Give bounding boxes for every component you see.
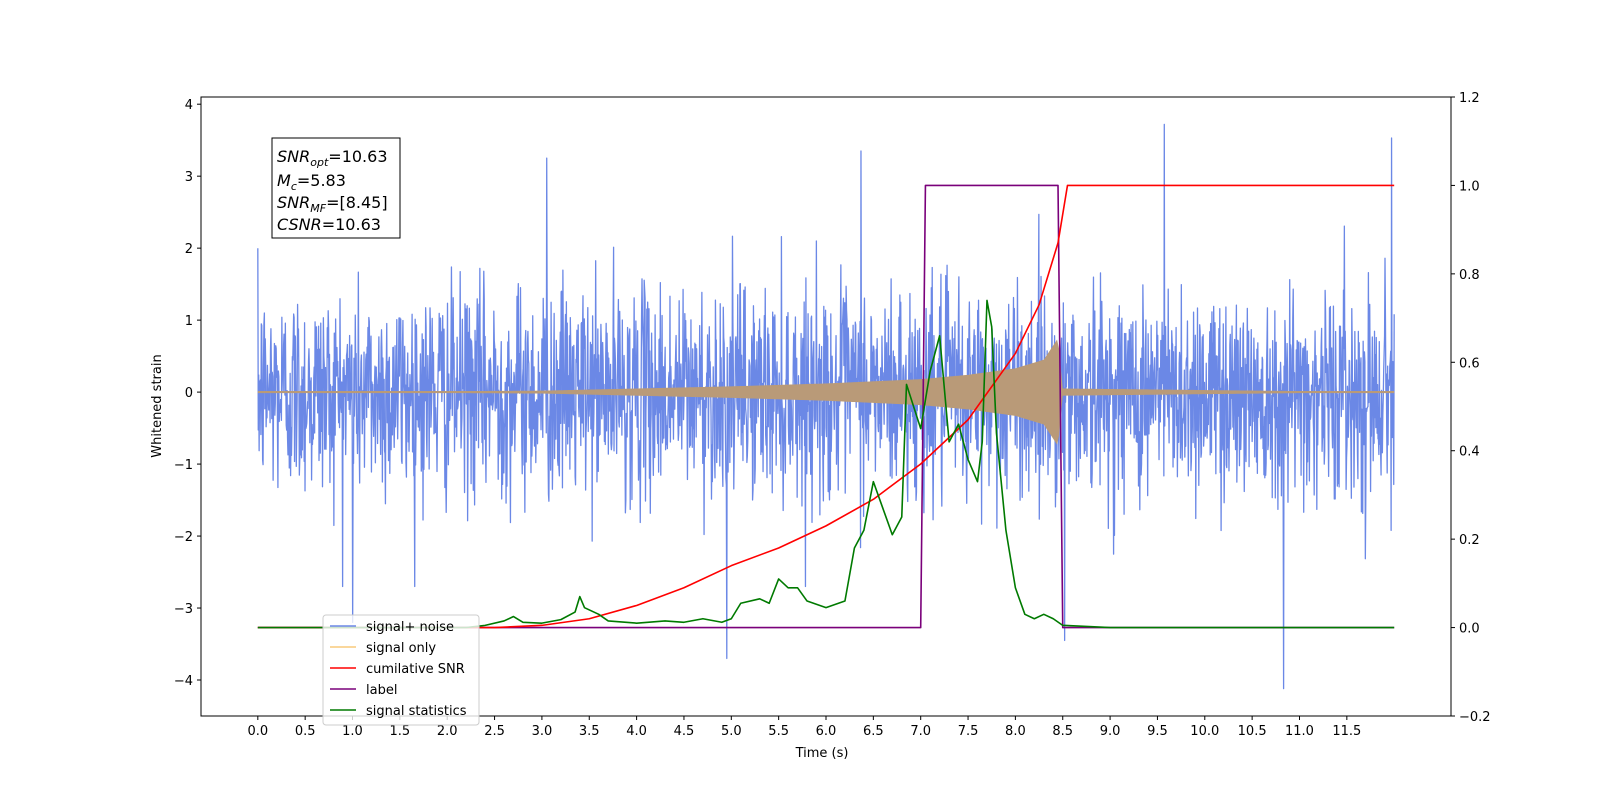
y-tick-label: 1 (185, 314, 193, 329)
y-axis-right: −0.2 0.0 0.2 0.4 0.6 0.8 1.0 1.2 (1451, 91, 1491, 725)
y2-tick-label: 0.6 (1459, 356, 1480, 371)
y-tick-label: −1 (174, 458, 193, 473)
y-tick-label: 0 (185, 386, 193, 401)
x-tick-label: 4.0 (626, 724, 647, 739)
x-tick-label: 10.5 (1238, 724, 1267, 739)
snr-mf-text: SNRMF=[8.45] (277, 193, 388, 215)
series-signal-only (257, 339, 1395, 445)
x-tick-label: 3.5 (579, 724, 600, 739)
y-axis-left: −4 −3 −2 −1 0 1 2 3 4 (174, 98, 201, 689)
y-tick-label: −4 (174, 674, 193, 689)
x-tick-label: 1.0 (342, 724, 363, 739)
y2-tick-label: 0.2 (1459, 533, 1480, 548)
y-axis-title: Whitened strain (150, 354, 165, 457)
series-signal-statistics (257, 299, 1395, 629)
x-axis: 0.0 0.5 1.0 1.5 2.0 2.5 3.0 3.5 4.0 4.5 5.0 5.5 6.0 6… (247, 716, 1361, 739)
series-cumulative-snr (257, 184, 1395, 629)
y2-tick-label: 1.2 (1459, 91, 1480, 106)
x-tick-label: 2.0 (437, 724, 458, 739)
x-tick-label: 2.5 (484, 724, 505, 739)
series-signal-plus-noise (257, 123, 1395, 690)
y2-tick-label: 0.0 (1459, 622, 1480, 637)
x-tick-label: 1.5 (390, 724, 411, 739)
x-tick-label: 0.0 (247, 724, 268, 739)
y-tick-label: 4 (185, 98, 193, 113)
annotation-box (271, 137, 401, 239)
legend-label-signal-only: signal only (366, 641, 436, 656)
y-tick-label: 2 (185, 242, 193, 257)
x-tick-label: 11.0 (1285, 724, 1314, 739)
y-tick-label: −2 (174, 530, 193, 545)
legend-box (322, 614, 480, 726)
mc-text: Mc=5.83 (277, 171, 346, 193)
y-tick-label: 3 (185, 170, 193, 185)
legend-label-label: label (366, 683, 397, 698)
legend: signal+ noise signal only cumilative SNR… (322, 614, 480, 726)
csnr-text: CSNR=10.63 (277, 215, 381, 234)
metrics-annotation: SNRopt=10.63 Mc=5.83 SNRMF=[8.45] CSNR=1… (271, 137, 401, 239)
x-tick-label: 5.0 (721, 724, 742, 739)
legend-label-signal-noise: signal+ noise (366, 620, 454, 635)
y2-tick-label: −0.2 (1459, 710, 1491, 725)
x-tick-label: 8.5 (1052, 724, 1073, 739)
legend-label-signal-statistics: signal statistics (366, 704, 467, 719)
x-tick-label: 6.0 (816, 724, 837, 739)
x-tick-label: 11.5 (1332, 724, 1361, 739)
x-tick-label: 9.5 (1147, 724, 1168, 739)
y2-tick-label: 1.0 (1459, 179, 1480, 194)
x-tick-label: 10.0 (1190, 724, 1219, 739)
x-tick-label: 0.5 (295, 724, 316, 739)
snr-opt-text: SNRopt=10.63 (277, 147, 388, 169)
y2-tick-label: 0.4 (1459, 445, 1480, 460)
x-tick-label: 9.0 (1100, 724, 1121, 739)
x-tick-label: 6.5 (863, 724, 884, 739)
x-tick-label: 8.0 (1005, 724, 1026, 739)
plot-series (257, 123, 1395, 690)
x-tick-label: 4.5 (674, 724, 695, 739)
legend-label-cumulative-snr: cumilative SNR (366, 662, 465, 677)
x-axis-title: Time (s) (795, 746, 849, 761)
y-tick-label: −3 (174, 602, 193, 617)
y2-tick-label: 0.8 (1459, 268, 1480, 283)
x-tick-label: 5.5 (768, 724, 789, 739)
x-tick-label: 7.5 (958, 724, 979, 739)
x-tick-label: 3.0 (532, 724, 553, 739)
x-tick-label: 7.0 (910, 724, 931, 739)
